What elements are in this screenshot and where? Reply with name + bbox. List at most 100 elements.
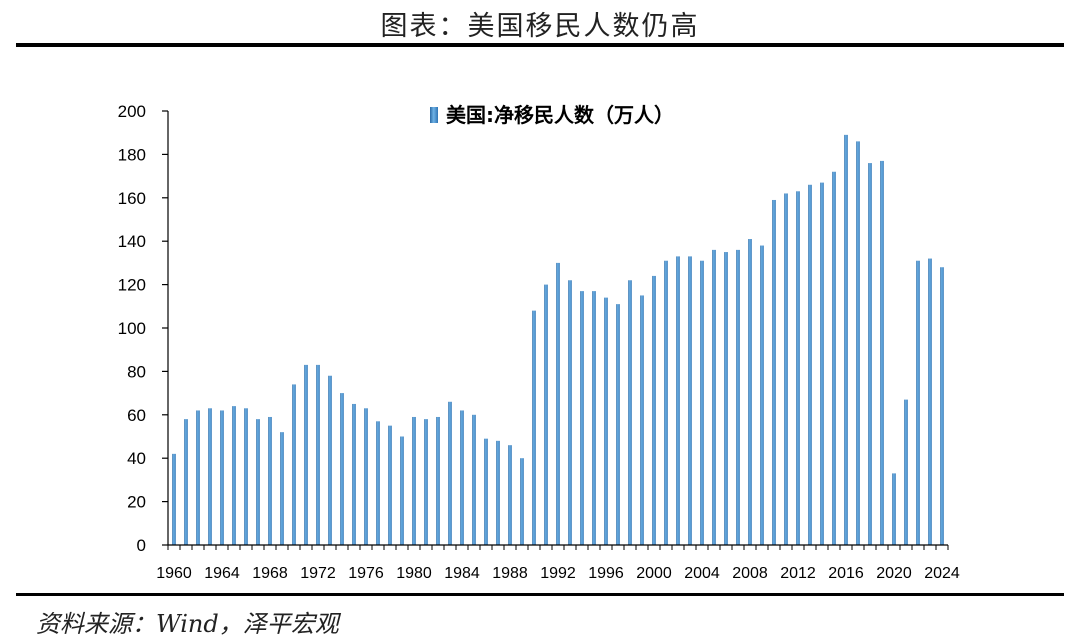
bar-1998 [628,280,632,545]
source-note: 资料来源：Wind，泽平宏观 [36,610,339,638]
bar-1965 [232,406,236,545]
x-tick-label: 2000 [636,565,672,582]
y-tick-label: 80 [127,362,146,381]
bar-1969 [280,432,284,545]
bar-1973 [328,375,332,545]
bar-2017 [856,141,860,545]
bar-2005 [712,249,716,545]
x-tick-label: 2012 [780,565,816,582]
bar-2008 [748,239,752,545]
bar-2012 [796,191,800,546]
x-tick-label: 2020 [876,565,912,582]
bar-2022 [916,260,920,545]
bar-2004 [700,260,704,545]
x-tick-label: 1976 [348,565,384,582]
bar-2007 [736,249,740,545]
bar-2024 [940,267,944,545]
bar-1979 [400,436,404,545]
bar-2018 [868,163,872,545]
bar-1967 [256,419,260,545]
x-tick-label: 1972 [300,565,336,582]
bar-2003 [688,256,692,545]
y-tick-label: 140 [118,232,146,251]
x-tick-label: 1980 [396,565,432,582]
bar-1980 [412,416,416,545]
bar-2023 [928,258,932,545]
bar-2000 [652,275,656,545]
legend-swatch [430,107,438,123]
bar-2002 [676,256,680,545]
bottom-rule [16,593,1064,596]
bar-1991 [544,284,548,545]
bar-2001 [664,260,668,545]
bar-1994 [580,291,584,545]
legend-label: 美国:净移民人数（万人） [446,103,674,127]
bar-2009 [760,245,764,546]
x-tick-label: 1996 [588,565,624,582]
bar-1978 [388,425,392,545]
bar-2011 [784,193,788,545]
bar-1964 [220,410,224,545]
x-tick-label: 2004 [684,565,720,582]
bar-1961 [184,419,188,545]
bar-2016 [844,134,848,545]
y-tick-label: 160 [118,189,146,208]
bar-1974 [340,393,344,545]
bar-1997 [616,304,620,545]
bar-1984 [460,410,464,545]
x-tick-label: 1984 [444,565,480,582]
y-tick-label: 60 [127,406,146,425]
bar-2015 [832,171,836,545]
bar-2014 [820,182,824,546]
bar-1999 [640,295,644,545]
bar-1972 [316,364,320,545]
bar-1986 [484,438,488,545]
bar-2020 [892,473,896,545]
bar-1960 [172,453,176,545]
bar-1970 [292,384,296,545]
bar-1995 [592,291,596,545]
top-rule [16,43,1064,47]
bar-1981 [424,419,428,545]
bar-1985 [472,414,476,545]
x-tick-label: 2024 [924,565,960,582]
bar-1963 [208,408,212,545]
x-tick-label: 1992 [540,565,576,582]
bar-1971 [304,364,308,545]
bar-1975 [352,403,356,545]
x-tick-label: 2008 [732,565,768,582]
legend: 美国:净移民人数（万人） [430,103,674,127]
bar-1989 [520,458,524,545]
bar-1988 [508,445,512,545]
y-tick-label: 120 [118,276,146,295]
x-tick-label: 1988 [492,565,528,582]
bar-1987 [496,440,500,545]
bar-1962 [196,410,200,545]
y-tick-label: 20 [127,493,146,512]
bar-1996 [604,297,608,545]
bars-group [172,134,944,546]
y-tick-label: 100 [118,319,146,338]
bar-1992 [556,262,560,545]
x-tick-label: 1968 [252,565,288,582]
y-tick-label: 200 [118,102,146,121]
x-tick-label: 2016 [828,565,864,582]
bar-1966 [244,408,248,545]
bar-1982 [436,416,440,545]
bar-1990 [532,310,536,545]
figure-title: 图表：美国移民人数仍高 [380,11,700,42]
bar-2019 [880,160,884,545]
bar-2013 [808,184,812,545]
bar-2006 [724,252,728,546]
bar-2021 [904,399,908,545]
y-tick-label: 180 [118,145,146,164]
x-tick-label: 1960 [156,565,192,582]
y-tick-label: 40 [127,449,146,468]
y-axis-ticks: 0 20 40 60 80 100 120 140 160 180 200 [118,102,168,555]
bar-1993 [568,280,572,545]
x-tick-label: 1964 [204,565,240,582]
bar-1976 [364,408,368,545]
y-tick-label: 0 [137,536,146,555]
bar-2010 [772,199,776,545]
